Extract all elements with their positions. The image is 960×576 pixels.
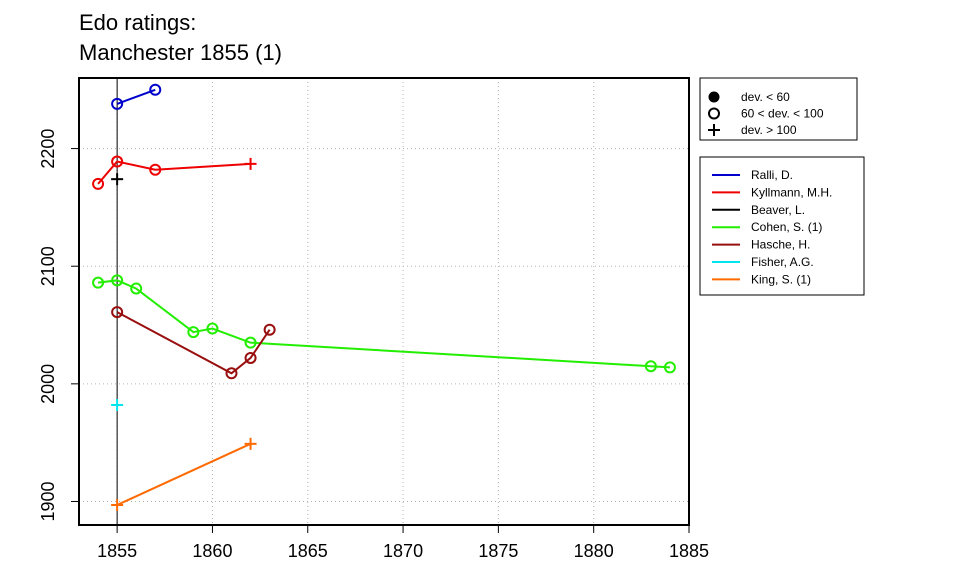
series-legend-label-4: Hasche, H. bbox=[751, 238, 810, 252]
series-6 bbox=[111, 437, 257, 512]
data-point-4-2 bbox=[244, 351, 257, 364]
data-point-6-1 bbox=[244, 437, 257, 450]
data-point-3-0 bbox=[92, 276, 105, 289]
axes: 1855 1860 1865 1870 1875 1880 1885 1900 2000 2100… bbox=[38, 129, 709, 561]
series-legend-label-1: Kyllmann, M.H. bbox=[751, 185, 832, 199]
data-point-2-0 bbox=[111, 173, 124, 186]
deviation-legend-label-1: 60 < dev. < 100 bbox=[741, 107, 824, 121]
deviation-legend-marker-2 bbox=[708, 124, 720, 136]
data-point-1-1 bbox=[111, 155, 124, 168]
series-1 bbox=[92, 155, 257, 190]
data-point-3-2 bbox=[130, 282, 143, 295]
series-0 bbox=[111, 83, 162, 110]
series-legend-label-5: Fisher, A.G. bbox=[751, 255, 814, 269]
y-tick-label-1900: 1900 bbox=[38, 481, 58, 521]
data-point-3-5 bbox=[244, 336, 257, 349]
series-legend: Ralli, D. Kyllmann, M.H. Beaver, L. Cohen, … bbox=[699, 156, 865, 296]
series-layer bbox=[92, 83, 676, 512]
series-legend-label-2: Beaver, L. bbox=[751, 203, 805, 217]
data-point-4-0 bbox=[111, 306, 124, 319]
series-line-1 bbox=[97, 160, 251, 185]
data-point-3-7 bbox=[663, 361, 676, 374]
data-point-1-0 bbox=[92, 177, 105, 190]
series-legend-label-6: King, S. (1) bbox=[751, 272, 811, 286]
data-point-1-2 bbox=[149, 163, 162, 176]
x-tick-label-1885: 1885 bbox=[669, 541, 709, 561]
deviation-legend-label-0: dev. < 60 bbox=[741, 90, 790, 104]
y-tick-label-2100: 2100 bbox=[38, 246, 58, 286]
x-tick-label-1880: 1880 bbox=[574, 541, 614, 561]
deviation-legend: dev. < 60 60 < dev. < 100 dev. > 100 bbox=[699, 77, 858, 141]
x-tick-label-1860: 1860 bbox=[192, 541, 232, 561]
data-point-3-6 bbox=[644, 360, 657, 373]
data-point-1-3 bbox=[244, 157, 257, 170]
grid bbox=[79, 78, 689, 525]
deviation-legend-label-2: dev. > 100 bbox=[741, 123, 797, 137]
x-tick-label-1855: 1855 bbox=[97, 541, 137, 561]
series-line-3 bbox=[97, 279, 670, 369]
data-point-4-1 bbox=[225, 367, 238, 380]
data-point-0-1 bbox=[149, 83, 162, 96]
x-tick-label-1870: 1870 bbox=[383, 541, 423, 561]
series-line-0 bbox=[116, 88, 156, 105]
series-4 bbox=[111, 306, 276, 380]
chart-title: Edo ratings: bbox=[79, 10, 196, 35]
series-legend-label-3: Cohen, S. (1) bbox=[751, 220, 822, 234]
deviation-legend-box bbox=[699, 77, 858, 141]
series-line-6 bbox=[116, 442, 251, 506]
series-2 bbox=[111, 173, 124, 186]
data-point-3-4 bbox=[206, 322, 219, 335]
data-point-3-3 bbox=[187, 326, 200, 339]
series-legend-box bbox=[699, 156, 865, 296]
series-line-4 bbox=[116, 311, 271, 375]
data-point-3-1 bbox=[111, 274, 124, 287]
data-point-0-0 bbox=[111, 97, 124, 110]
series-legend-label-0: Ralli, D. bbox=[751, 168, 793, 182]
y-tick-label-2000: 2000 bbox=[38, 364, 58, 404]
deviation-legend-marker-0 bbox=[708, 91, 720, 103]
x-tick-label-1875: 1875 bbox=[478, 541, 518, 561]
data-point-6-0 bbox=[111, 499, 124, 512]
series-3 bbox=[92, 274, 676, 374]
data-point-4-3 bbox=[263, 323, 276, 336]
y-tick-label-2200: 2200 bbox=[38, 129, 58, 169]
deviation-legend-marker-1 bbox=[708, 107, 720, 120]
x-tick-label-1865: 1865 bbox=[288, 541, 328, 561]
series-5 bbox=[111, 399, 124, 412]
data-point-5-0 bbox=[111, 399, 124, 412]
chart-subtitle: Manchester 1855 (1) bbox=[79, 40, 282, 65]
plot-frame bbox=[78, 77, 690, 526]
